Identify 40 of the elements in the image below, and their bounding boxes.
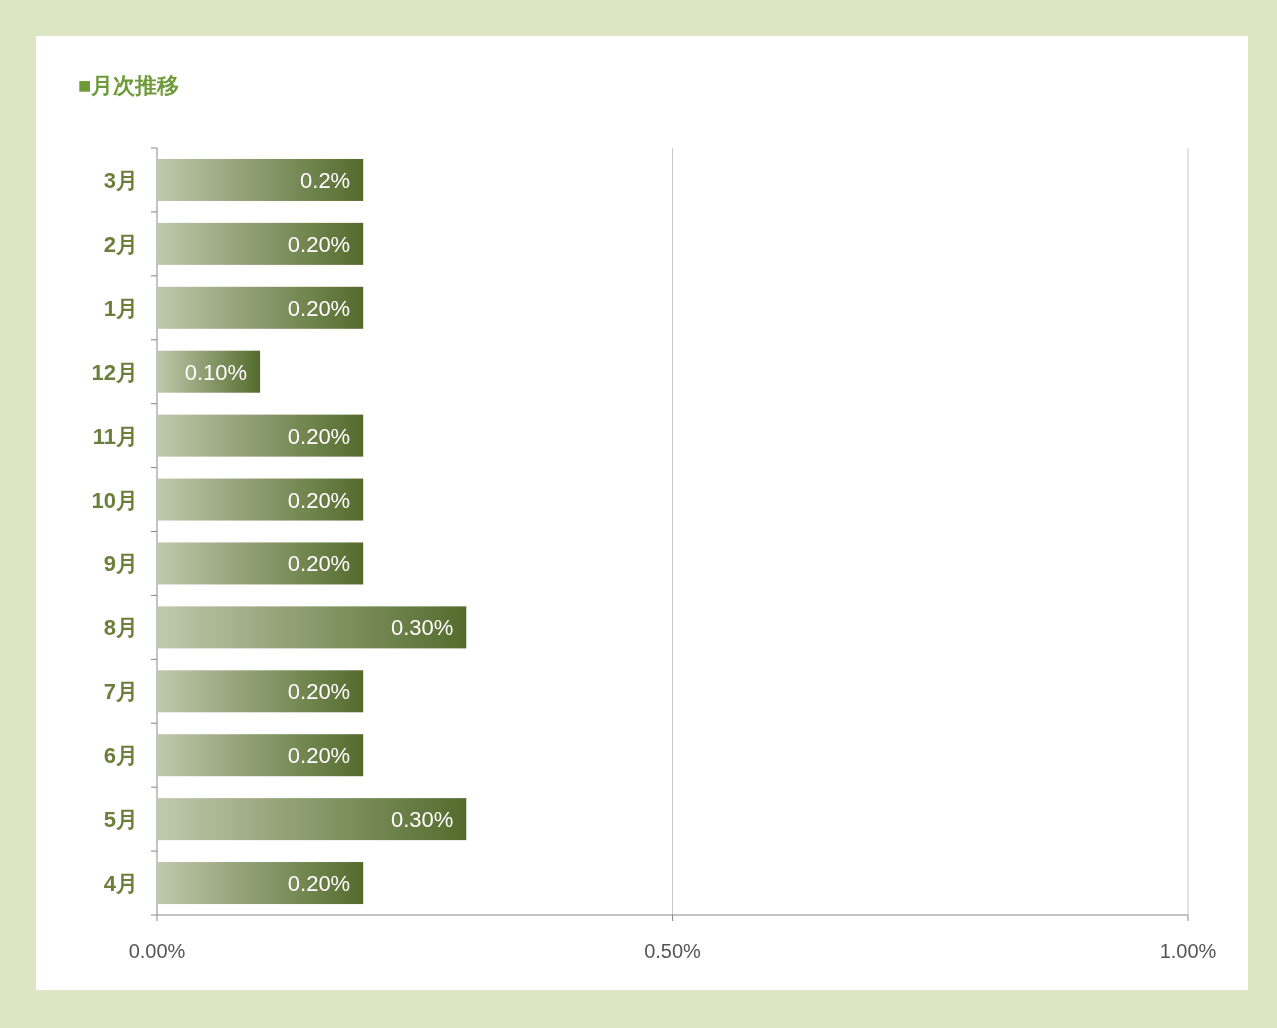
y-tick-label: 6月 <box>103 743 138 769</box>
bar <box>157 350 261 393</box>
bar <box>157 670 364 713</box>
y-tick-label: 7月 <box>103 679 138 705</box>
y-tick-label: 11月 <box>92 423 138 449</box>
y-tick-label: 5月 <box>103 807 138 833</box>
y-tick-label: 3月 <box>103 167 138 193</box>
data-label: 0.30% <box>390 615 454 641</box>
bar <box>157 222 364 265</box>
y-tick-label: 12月 <box>91 359 138 385</box>
y-tick-label: 8月 <box>103 615 138 641</box>
data-label: 0.20% <box>287 871 351 897</box>
data-label: 0.2% <box>300 167 351 193</box>
data-label: 0.20% <box>287 551 351 577</box>
y-tick-label: 9月 <box>103 551 138 577</box>
bar <box>157 158 364 201</box>
bar <box>157 606 467 649</box>
bar <box>157 798 467 841</box>
x-tick-label: 0.50% <box>644 940 702 962</box>
bar <box>157 478 364 521</box>
data-label: 0.30% <box>390 807 454 833</box>
y-tick-label: 10月 <box>91 487 138 513</box>
bar <box>157 542 364 585</box>
bar <box>157 862 364 905</box>
chart-title: ■月次推移 <box>78 73 180 98</box>
data-label: 0.20% <box>287 487 351 513</box>
y-tick-label: 1月 <box>103 295 138 321</box>
y-tick-label: 4月 <box>103 871 138 897</box>
x-tick-label: 1.00% <box>1159 940 1217 962</box>
bar <box>157 414 364 457</box>
bar <box>157 286 364 329</box>
data-label: 0.20% <box>287 743 351 769</box>
data-label: 0.20% <box>287 295 351 321</box>
data-label: 0.20% <box>287 679 351 705</box>
data-label: 0.10% <box>184 359 248 385</box>
bar <box>157 734 364 777</box>
y-tick-label: 2月 <box>103 231 138 257</box>
data-label: 0.20% <box>287 231 351 257</box>
x-tick-label: 0.00% <box>128 940 186 962</box>
data-label: 0.20% <box>287 423 351 449</box>
